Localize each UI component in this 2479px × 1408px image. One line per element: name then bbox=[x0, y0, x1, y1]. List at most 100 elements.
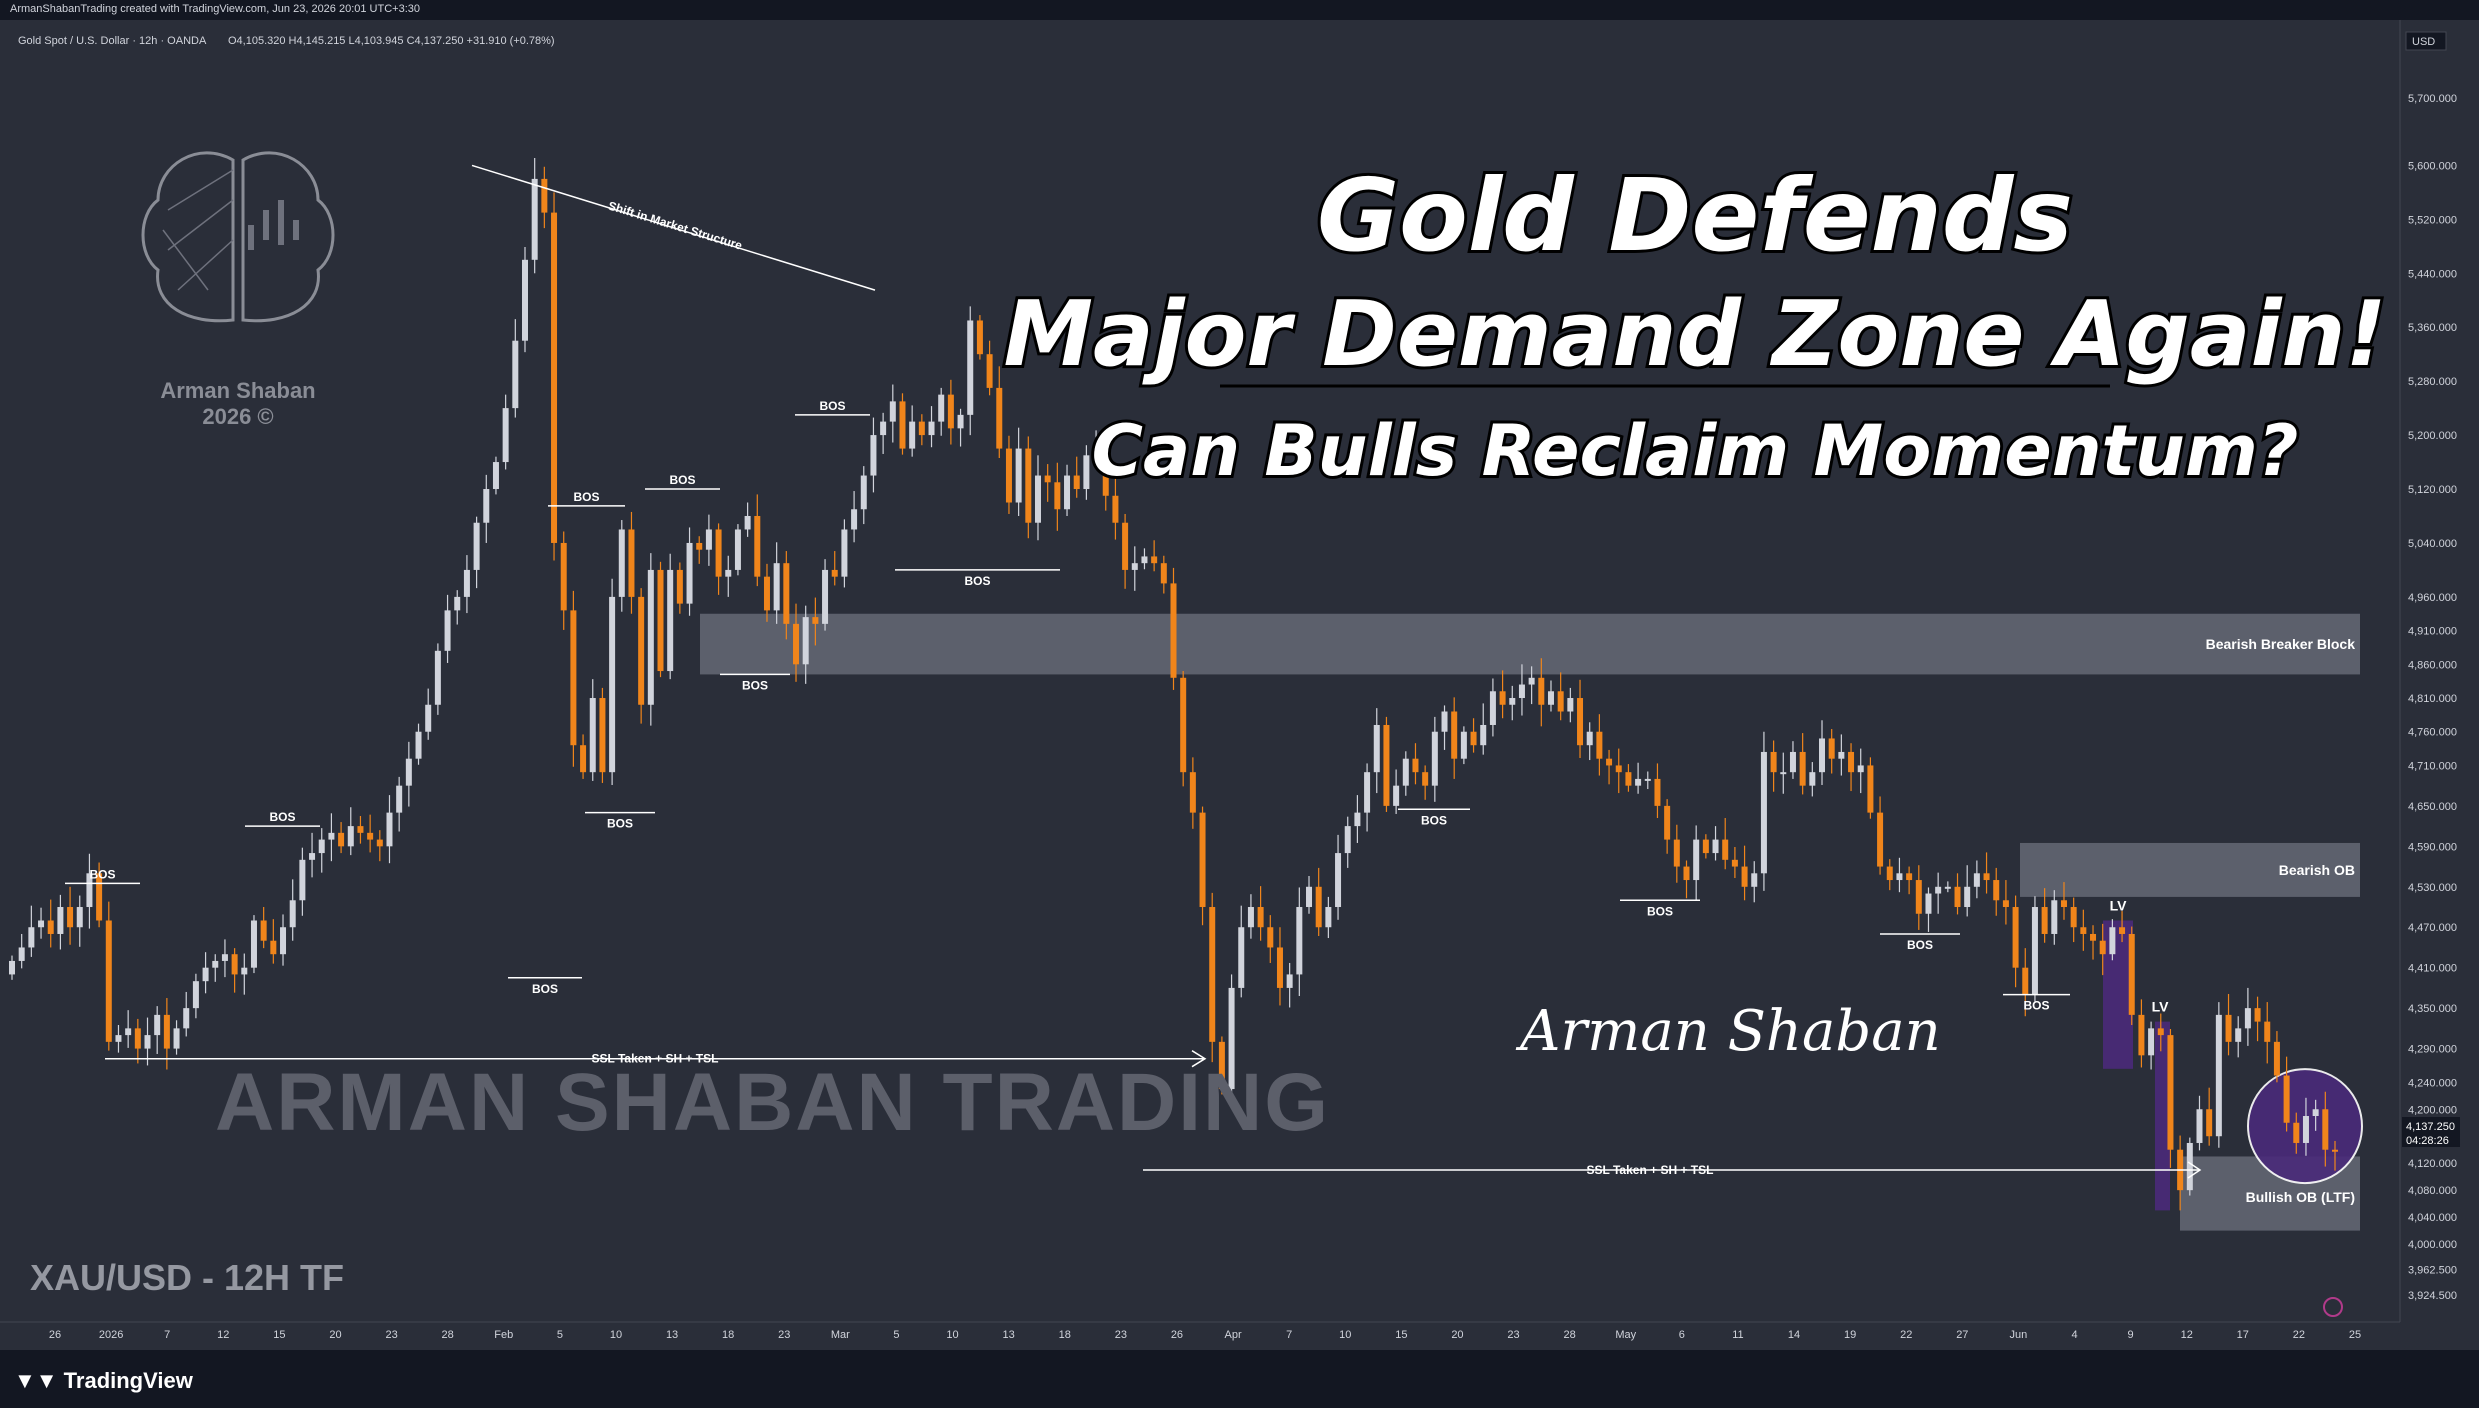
candle-body bbox=[715, 529, 722, 577]
candle-body bbox=[1896, 873, 1903, 881]
candle-body bbox=[1238, 927, 1245, 988]
candle-body bbox=[2060, 900, 2067, 908]
candle-body bbox=[1577, 698, 1584, 746]
candle-body bbox=[976, 320, 983, 355]
candle-body bbox=[1151, 556, 1158, 564]
candle-body bbox=[2322, 1109, 2329, 1150]
candle-body bbox=[2002, 900, 2009, 908]
candle-body bbox=[802, 617, 809, 665]
candle-body bbox=[1141, 556, 1148, 564]
zones-layer bbox=[700, 613, 2363, 1231]
candle-body bbox=[851, 509, 858, 530]
candle-body bbox=[812, 617, 819, 624]
candle-body bbox=[183, 1008, 190, 1029]
time-tick: 2026 bbox=[99, 1329, 123, 1341]
candle-body bbox=[434, 650, 441, 705]
candle-body bbox=[2041, 907, 2048, 934]
candle-body bbox=[173, 1028, 180, 1049]
annotation-line bbox=[471, 164, 876, 291]
candle-body bbox=[628, 529, 635, 597]
candle-body bbox=[1673, 839, 1680, 867]
candle-body bbox=[241, 967, 248, 975]
candle-body bbox=[2051, 900, 2058, 934]
candle-body bbox=[454, 596, 461, 611]
candle-body bbox=[909, 421, 916, 449]
candle-body bbox=[444, 610, 451, 651]
candle-body bbox=[831, 569, 838, 577]
time-tick: 15 bbox=[1395, 1329, 1407, 1341]
alert-icon[interactable] bbox=[2323, 1297, 2343, 1317]
candle-body bbox=[154, 1014, 161, 1036]
price-tick: 3,924.500 bbox=[2408, 1290, 2457, 1302]
candle-body bbox=[899, 401, 906, 449]
candle-body bbox=[570, 610, 577, 746]
candle-body bbox=[1364, 772, 1371, 813]
candle-body bbox=[1712, 839, 1719, 854]
candle-body bbox=[1509, 698, 1516, 705]
candle-body bbox=[76, 907, 83, 928]
lv-zone bbox=[2155, 1021, 2170, 1211]
last-price-value: 4,137.250 bbox=[2406, 1121, 2455, 1133]
candle-body bbox=[1247, 907, 1254, 928]
time-tick: 4 bbox=[2071, 1329, 2077, 1341]
time-tick: 28 bbox=[442, 1329, 454, 1341]
candle-body bbox=[696, 542, 703, 550]
last-price-badge[interactable] bbox=[2402, 1117, 2460, 1147]
candle-body bbox=[396, 785, 403, 813]
candle-body bbox=[947, 394, 954, 429]
candle-body bbox=[1518, 684, 1525, 699]
price-chart[interactable]: Gold Spot / U.S. Dollar · 12h · OANDA O4… bbox=[0, 20, 2479, 1350]
candle-body bbox=[1209, 907, 1216, 1042]
candle-body bbox=[1528, 677, 1535, 685]
time-tick: 22 bbox=[2293, 1329, 2305, 1341]
time-tick: 28 bbox=[1564, 1329, 1576, 1341]
price-tick: 4,410.000 bbox=[2408, 963, 2457, 975]
candle-body bbox=[1402, 758, 1409, 786]
candle-body bbox=[1083, 455, 1090, 490]
price-tick: 4,040.000 bbox=[2408, 1212, 2457, 1224]
tradingview-logo[interactable]: ▼▼ TradingView bbox=[14, 1368, 193, 1394]
price-tick: 5,520.000 bbox=[2408, 214, 2457, 226]
candle-body bbox=[1586, 731, 1593, 746]
candle-body bbox=[1189, 772, 1196, 813]
candle-body bbox=[1954, 886, 1961, 908]
candle-body bbox=[231, 954, 238, 975]
time-tick: 17 bbox=[2237, 1329, 2249, 1341]
candle-body bbox=[889, 401, 896, 422]
candle-body bbox=[1296, 907, 1303, 975]
price-tick: 3,962.500 bbox=[2408, 1264, 2457, 1276]
candle-body bbox=[763, 576, 770, 611]
candle-body bbox=[347, 826, 354, 847]
price-tick: 4,080.000 bbox=[2408, 1185, 2457, 1197]
candle-body bbox=[2080, 927, 2087, 934]
candle-body bbox=[405, 758, 412, 786]
annotation-label: SSL Taken + SH + TSL bbox=[1587, 1163, 1714, 1177]
price-tick: 5,120.000 bbox=[2408, 484, 2457, 496]
time-axis[interactable] bbox=[0, 1322, 2400, 1350]
candle-body bbox=[9, 960, 15, 975]
candle-body bbox=[1499, 691, 1506, 705]
candle-body bbox=[773, 563, 780, 611]
countdown-value: 04:28:26 bbox=[2406, 1135, 2449, 1147]
candle-body bbox=[1102, 448, 1109, 496]
ohlc-readout: O4,105.320 H4,145.215 L4,103.945 C4,137.… bbox=[228, 35, 555, 47]
candle-body bbox=[928, 421, 935, 436]
candle-body bbox=[1480, 724, 1487, 746]
candle-body bbox=[18, 947, 25, 961]
time-tick: 20 bbox=[1451, 1329, 1463, 1341]
top-bar: ArmanShabanTrading created with TradingV… bbox=[0, 0, 2479, 20]
annotation-label: BOS bbox=[532, 982, 558, 996]
candle-body bbox=[1054, 482, 1061, 510]
candle-body bbox=[1306, 886, 1313, 908]
candle-body bbox=[2099, 940, 2106, 955]
candle-body bbox=[260, 920, 267, 941]
currency-box[interactable] bbox=[2405, 31, 2447, 51]
price-tick: 4,240.000 bbox=[2408, 1077, 2457, 1089]
candle-body bbox=[1315, 886, 1322, 928]
candle-body bbox=[744, 515, 751, 530]
annotation-label: Bearish OB bbox=[2279, 862, 2355, 878]
candle-body bbox=[57, 907, 64, 934]
candle-body bbox=[1819, 738, 1826, 773]
candle-body bbox=[47, 920, 54, 934]
